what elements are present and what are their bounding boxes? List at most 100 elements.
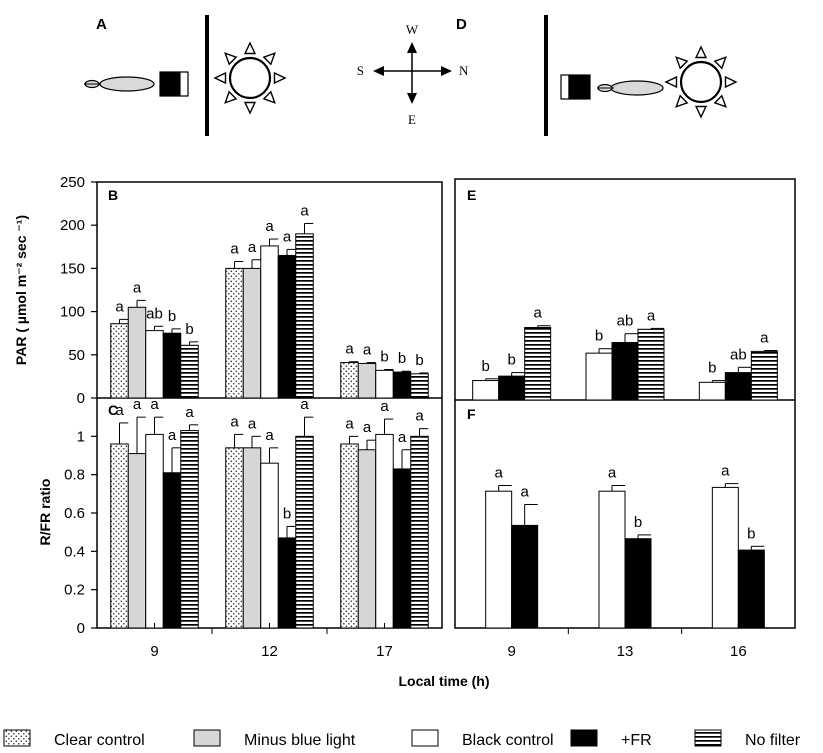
significance-letter: a xyxy=(415,408,424,425)
significance-letter: b xyxy=(398,350,406,367)
bar xyxy=(375,369,394,399)
bar xyxy=(180,430,199,629)
bar xyxy=(624,538,652,629)
legend-label-minusblue: Minus blue light xyxy=(244,732,356,749)
bar xyxy=(127,306,147,399)
y-tick-label: 0.6 xyxy=(64,505,85,522)
legend-label-clear: Clear control xyxy=(54,732,145,749)
y-tick-label: 150 xyxy=(60,260,85,277)
bar xyxy=(295,233,314,399)
significance-letter: a xyxy=(115,402,124,419)
bar xyxy=(410,373,429,399)
significance-letter: a xyxy=(133,396,142,413)
bar xyxy=(724,372,752,401)
significance-letter: a xyxy=(380,398,389,415)
significance-letter: a xyxy=(283,228,292,245)
panel-label-a: A xyxy=(96,16,107,33)
x-axis-label: Local time (h) xyxy=(398,673,489,689)
legend: Clear control Minus blue light Black contr… xyxy=(3,729,801,749)
bar xyxy=(340,443,359,629)
bar xyxy=(711,486,739,629)
significance-letter: a xyxy=(133,279,142,296)
compass-south-label: S xyxy=(357,63,364,78)
y-tick-label: 100 xyxy=(60,304,85,321)
significance-letter: a xyxy=(398,429,407,446)
bar xyxy=(110,323,129,399)
y-tick-label: 250 xyxy=(60,174,85,191)
significance-letter: a xyxy=(721,463,730,480)
filter-a-icon xyxy=(159,71,189,97)
significance-letter: b xyxy=(415,352,423,369)
significance-letter: a xyxy=(248,239,257,256)
x-tick-label: 17 xyxy=(376,643,393,660)
y-tick-label: 50 xyxy=(68,347,85,364)
bar xyxy=(392,371,412,399)
significance-letter: b xyxy=(380,348,388,365)
bar xyxy=(750,350,778,401)
y-tick-label: 1 xyxy=(77,428,85,445)
significance-letter: a xyxy=(300,202,309,219)
legend-swatch-minusblue xyxy=(193,729,221,747)
compass-north-label: N xyxy=(459,63,469,78)
bar xyxy=(498,375,526,401)
bar xyxy=(225,447,244,629)
significance-letter: a xyxy=(230,240,239,257)
bar xyxy=(225,267,244,399)
significance-letter: ab xyxy=(617,313,634,330)
panel-label-c: C xyxy=(108,402,118,418)
significance-letter: b xyxy=(481,358,489,375)
bar xyxy=(637,328,665,401)
bar xyxy=(698,381,726,401)
panel-label-e: E xyxy=(467,187,476,203)
legend-swatch-clear xyxy=(3,729,31,747)
bar xyxy=(410,435,429,629)
bar xyxy=(277,254,297,399)
compass-icon xyxy=(373,42,452,104)
bar xyxy=(585,352,613,401)
significance-letter: a xyxy=(265,427,274,444)
significance-letter: a xyxy=(265,218,274,235)
bar xyxy=(357,362,377,399)
compass-east-label: E xyxy=(408,112,416,127)
bar xyxy=(485,490,513,629)
significance-letter: a xyxy=(494,465,503,482)
legend-label-nofilter: No filter xyxy=(745,732,801,749)
significance-letter: a xyxy=(363,342,372,359)
legend-swatch-black xyxy=(411,729,439,747)
compass-west-label: W xyxy=(406,22,419,37)
significance-letter: a xyxy=(520,484,529,501)
significance-letter: a xyxy=(608,465,617,482)
bar xyxy=(598,490,626,629)
x-tick-label: 9 xyxy=(507,643,515,660)
significance-letter: a xyxy=(230,413,239,430)
bar xyxy=(260,245,279,399)
bar xyxy=(180,344,199,399)
bar xyxy=(611,342,639,401)
significance-letter: ab xyxy=(146,305,163,322)
significance-letter: ab xyxy=(730,346,747,363)
significance-letter: a xyxy=(533,305,542,322)
y-axis-label-par: PAR ( µmol m⁻² sec ⁻¹) xyxy=(13,215,29,365)
significance-letter: a xyxy=(760,329,769,346)
bar xyxy=(110,443,129,629)
significance-letter: a xyxy=(363,419,372,436)
significance-letter: a xyxy=(647,307,656,324)
bar xyxy=(340,362,359,399)
bar xyxy=(357,449,377,629)
plant-d-icon xyxy=(597,80,664,96)
significance-letter: a xyxy=(168,427,177,444)
x-tick-label: 12 xyxy=(261,643,278,660)
bar xyxy=(375,433,394,629)
significance-letter: b xyxy=(634,514,642,531)
y-tick-label: 0.4 xyxy=(64,543,85,560)
y-tick-label: 0.2 xyxy=(64,582,85,599)
significance-letter: b xyxy=(708,360,716,377)
bar xyxy=(472,380,500,401)
y-tick-label: 200 xyxy=(60,217,85,234)
bar xyxy=(295,435,314,629)
